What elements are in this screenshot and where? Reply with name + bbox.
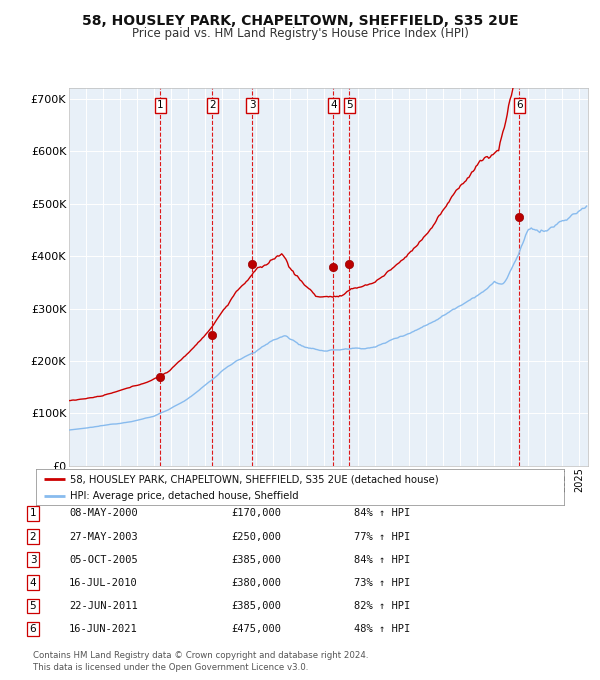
- Text: 16-JUN-2021: 16-JUN-2021: [69, 624, 138, 634]
- Text: 58, HOUSLEY PARK, CHAPELTOWN, SHEFFIELD, S35 2UE: 58, HOUSLEY PARK, CHAPELTOWN, SHEFFIELD,…: [82, 14, 518, 28]
- Text: 16-JUL-2010: 16-JUL-2010: [69, 578, 138, 588]
- Text: 22-JUN-2011: 22-JUN-2011: [69, 601, 138, 611]
- Text: 77% ↑ HPI: 77% ↑ HPI: [354, 532, 410, 541]
- Text: 1: 1: [157, 101, 164, 110]
- Text: 6: 6: [29, 624, 37, 634]
- Text: 5: 5: [346, 101, 353, 110]
- Text: 4: 4: [29, 578, 37, 588]
- Text: 08-MAY-2000: 08-MAY-2000: [69, 509, 138, 518]
- Text: HPI: Average price, detached house, Sheffield: HPI: Average price, detached house, Shef…: [70, 491, 299, 500]
- Text: 1: 1: [29, 509, 37, 518]
- Text: £385,000: £385,000: [231, 555, 281, 564]
- Text: £475,000: £475,000: [231, 624, 281, 634]
- Text: 84% ↑ HPI: 84% ↑ HPI: [354, 509, 410, 518]
- Text: 82% ↑ HPI: 82% ↑ HPI: [354, 601, 410, 611]
- Text: 2: 2: [29, 532, 37, 541]
- Text: 73% ↑ HPI: 73% ↑ HPI: [354, 578, 410, 588]
- Text: Price paid vs. HM Land Registry's House Price Index (HPI): Price paid vs. HM Land Registry's House …: [131, 27, 469, 40]
- Text: 5: 5: [29, 601, 37, 611]
- Text: 05-OCT-2005: 05-OCT-2005: [69, 555, 138, 564]
- Text: £380,000: £380,000: [231, 578, 281, 588]
- Text: £170,000: £170,000: [231, 509, 281, 518]
- Text: 48% ↑ HPI: 48% ↑ HPI: [354, 624, 410, 634]
- Text: This data is licensed under the Open Government Licence v3.0.: This data is licensed under the Open Gov…: [33, 663, 308, 672]
- Text: 58, HOUSLEY PARK, CHAPELTOWN, SHEFFIELD, S35 2UE (detached house): 58, HOUSLEY PARK, CHAPELTOWN, SHEFFIELD,…: [70, 474, 439, 484]
- Text: 3: 3: [29, 555, 37, 564]
- Text: £385,000: £385,000: [231, 601, 281, 611]
- Text: Contains HM Land Registry data © Crown copyright and database right 2024.: Contains HM Land Registry data © Crown c…: [33, 651, 368, 660]
- Text: 3: 3: [249, 101, 256, 110]
- Text: 4: 4: [330, 101, 337, 110]
- Text: 2: 2: [209, 101, 215, 110]
- Text: 27-MAY-2003: 27-MAY-2003: [69, 532, 138, 541]
- Text: 84% ↑ HPI: 84% ↑ HPI: [354, 555, 410, 564]
- Text: 6: 6: [516, 101, 523, 110]
- Text: £250,000: £250,000: [231, 532, 281, 541]
